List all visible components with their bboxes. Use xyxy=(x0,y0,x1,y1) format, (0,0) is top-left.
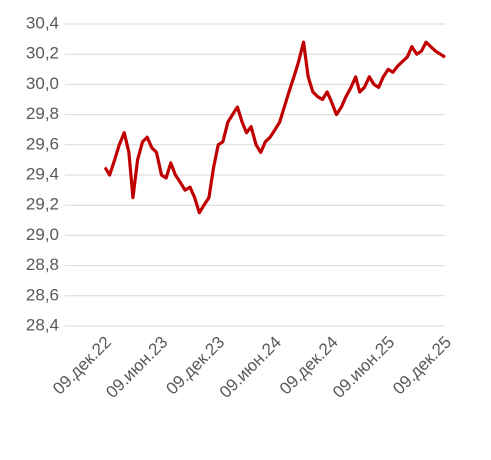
x-tick-label: 09.дек.25 xyxy=(389,333,455,399)
x-tick-label: 09.июн.25 xyxy=(329,333,398,402)
y-tick-label: 30,4 xyxy=(26,13,59,32)
y-tick-label: 28,4 xyxy=(26,315,59,334)
line-series xyxy=(103,40,446,215)
y-tick-label: 30,2 xyxy=(26,44,59,63)
y-tick-label: 28,8 xyxy=(26,255,59,274)
y-tick-label: 29,8 xyxy=(26,104,59,123)
y-tick-label: 28,6 xyxy=(26,285,59,304)
y-tick-label: 30,0 xyxy=(26,74,59,93)
y-tick-label: 29,6 xyxy=(26,134,59,153)
x-tick-label: 09.июн.24 xyxy=(216,333,285,402)
y-tick-label: 29,4 xyxy=(26,164,59,183)
y-tick-label: 29,0 xyxy=(26,225,59,244)
y-tick-label: 29,2 xyxy=(26,195,59,214)
x-tick-label: 09.июн.23 xyxy=(102,333,171,402)
